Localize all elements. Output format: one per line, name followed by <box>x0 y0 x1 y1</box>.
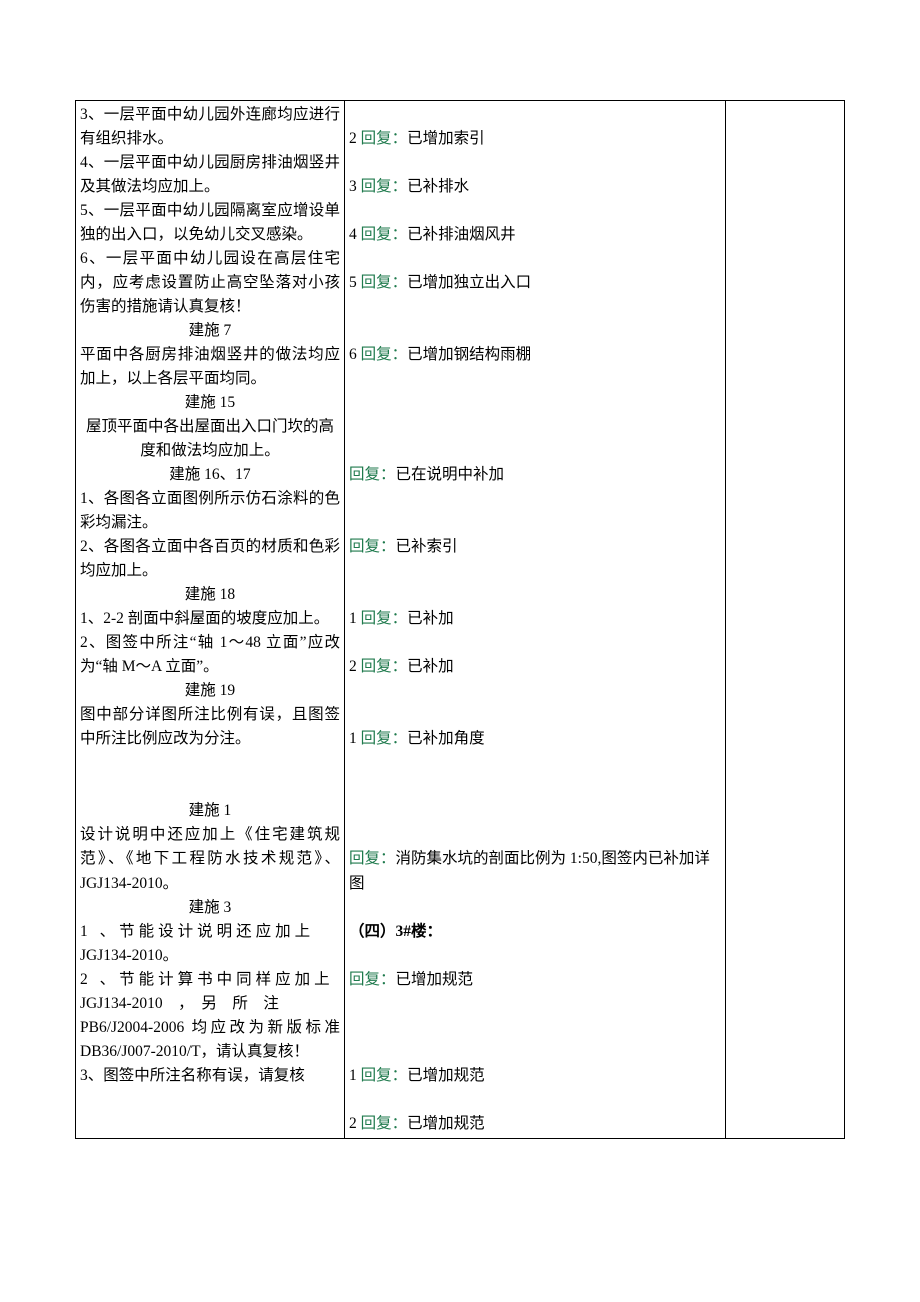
section-heading: 建施 15 <box>80 391 340 415</box>
reply-number: 1 <box>349 730 361 747</box>
reply-text: 已在说明中补加 <box>396 466 505 483</box>
comment-item: 平面中各厨房排油烟竖井的做法均应加上，以上各层平面均同。 <box>80 343 340 391</box>
reply-number: 2 <box>349 658 361 675</box>
reply-line: 1 回复：已补加 <box>349 607 721 631</box>
reply-text: 已补加角度 <box>407 730 485 747</box>
reply-line: 回复：已在说明中补加 <box>349 463 721 487</box>
reply-text: 已补加 <box>407 658 454 675</box>
comment-item: 屋顶平面中各出屋面出入口门坎的高度和做法均应加上。 <box>80 415 340 463</box>
comment-item: 6、一层平面中幼儿园设在高层住宅内，应考虑设置防止高空坠落对小孩伤害的措施请认真… <box>80 247 340 319</box>
comment-item: 1、2-2 剖面中斜屋面的坡度应加上。 <box>80 607 340 631</box>
reply-text: 已补索引 <box>396 538 458 555</box>
reply-text: 已补排水 <box>407 178 469 195</box>
comment-item: 3、图签中所注名称有误，请复核 <box>80 1064 340 1088</box>
section-heading: 建施 18 <box>80 583 340 607</box>
comment-item: PB6/J2004-2006 均应改为新版标准 DB36/J007-2010/T… <box>80 1016 340 1064</box>
reply-label: 回复： <box>361 178 408 195</box>
reply-label: 回复： <box>349 971 396 988</box>
reply-line: 1 回复：已增加规范 <box>349 1064 721 1088</box>
reply-line: 回复：已增加规范 <box>349 968 721 992</box>
reply-label: 回复： <box>349 538 396 555</box>
reply-line: 3 回复：已补排水 <box>349 175 721 199</box>
comment-item: 4、一层平面中幼儿园厨房排油烟竖井及其做法均应加上。 <box>80 151 340 199</box>
reply-text: 已增加索引 <box>407 130 485 147</box>
comment-item: 1、各图各立面图例所示仿石涂料的色彩均漏注。 <box>80 487 340 535</box>
section-heading: 建施 1 <box>80 799 340 823</box>
comment-item: 1 、节能设计说明还应加上 <box>80 920 340 944</box>
reply-number: 3 <box>349 178 361 195</box>
comment-item: 图中部分详图所注比例有误，且图签中所注比例应改为分注。 <box>80 703 340 751</box>
section-title: （四）3#楼： <box>349 920 721 944</box>
reply-number: 5 <box>349 274 361 291</box>
reply-line: 5 回复：已增加独立出入口 <box>349 271 721 295</box>
document-page: 3、一层平面中幼儿园外连廊均应进行有组织排水。 4、一层平面中幼儿园厨房排油烟竖… <box>0 0 920 1302</box>
reply-line: 2 回复：已增加规范 <box>349 1112 721 1136</box>
comment-item: 2 、节能计算书中同样应加上 <box>80 968 340 992</box>
reply-label: 回复： <box>361 226 408 243</box>
comment-item: 5、一层平面中幼儿园隔离室应增设单独的出入口，以免幼儿交叉感染。 <box>80 199 340 247</box>
reply-label: 回复： <box>361 610 408 627</box>
replies-column: 2 回复：已增加索引 3 回复：已补排水 4 回复：已补排油烟风井 5 回复：已… <box>345 101 726 1139</box>
reply-label: 回复： <box>361 346 408 363</box>
reply-text: 已补排油烟风井 <box>407 226 516 243</box>
comment-item: JGJ134-2010。 <box>80 944 340 968</box>
reply-label: 回复： <box>349 850 396 867</box>
section-heading: 建施 16、17 <box>80 463 340 487</box>
section-heading: 建施 19 <box>80 679 340 703</box>
reply-text: 已补加 <box>407 610 454 627</box>
reply-line: 6 回复：已增加钢结构雨棚 <box>349 343 721 367</box>
comment-item: 2、图签中所注“轴 1～48 立面”应改为“轴 M～A 立面”。 <box>80 631 340 679</box>
reply-line: 回复：已补索引 <box>349 535 721 559</box>
reply-label: 回复： <box>361 658 408 675</box>
reply-number: 6 <box>349 346 361 363</box>
comment-item: 3、一层平面中幼儿园外连廊均应进行有组织排水。 <box>80 103 340 151</box>
reply-line: 1 回复：已补加角度 <box>349 727 721 751</box>
reply-number: 4 <box>349 226 361 243</box>
reply-text: 消防集水坑的剖面比例为 1:50,图签内已补加详图 <box>349 850 710 891</box>
comment-item: 2、各图各立面中各百页的材质和色彩均应加上。 <box>80 535 340 583</box>
reply-label: 回复： <box>361 130 408 147</box>
reply-text: 已增加规范 <box>407 1067 485 1084</box>
reply-number: 1 <box>349 1067 361 1084</box>
comment-item: 设计说明中还应加上《住宅建筑规范》、《地下工程防水技术规范》、JGJ134-20… <box>80 823 340 895</box>
review-table: 3、一层平面中幼儿园外连廊均应进行有组织排水。 4、一层平面中幼儿园厨房排油烟竖… <box>75 100 845 1139</box>
reply-text: 已增加规范 <box>396 971 474 988</box>
reply-text: 已增加规范 <box>407 1115 485 1132</box>
reply-line: 2 回复：已补加 <box>349 655 721 679</box>
status-column <box>726 101 845 1139</box>
reply-text: 已增加独立出入口 <box>407 274 531 291</box>
reply-label: 回复： <box>361 274 408 291</box>
reply-line: 4 回复：已补排油烟风井 <box>349 223 721 247</box>
comments-column: 3、一层平面中幼儿园外连廊均应进行有组织排水。 4、一层平面中幼儿园厨房排油烟竖… <box>76 101 345 1139</box>
reply-label: 回复： <box>349 466 396 483</box>
reply-number: 2 <box>349 1115 361 1132</box>
table-row: 3、一层平面中幼儿园外连廊均应进行有组织排水。 4、一层平面中幼儿园厨房排油烟竖… <box>76 101 845 1139</box>
reply-text: 已增加钢结构雨棚 <box>407 346 531 363</box>
reply-label: 回复： <box>361 1115 408 1132</box>
section-heading: 建施 7 <box>80 319 340 343</box>
reply-label: 回复： <box>361 1067 408 1084</box>
reply-number: 2 <box>349 130 361 147</box>
comment-item: JGJ134-2010 ， 另 所 注 <box>80 992 340 1016</box>
reply-line: 2 回复：已增加索引 <box>349 127 721 151</box>
reply-line: 回复：消防集水坑的剖面比例为 1:50,图签内已补加详图 <box>349 847 721 895</box>
reply-label: 回复： <box>361 730 408 747</box>
reply-number: 1 <box>349 610 361 627</box>
section-heading: 建施 3 <box>80 896 340 920</box>
